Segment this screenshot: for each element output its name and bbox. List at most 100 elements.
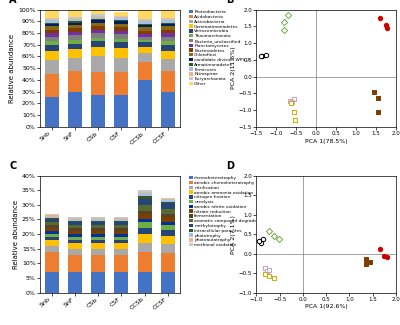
Point [292, 117, 299, 123]
Point [383, 22, 389, 27]
Bar [114, 218, 128, 219]
Bar [68, 221, 82, 222]
Bar [68, 228, 82, 231]
Point [288, 100, 295, 105]
Point [376, 246, 383, 252]
Bar [45, 30, 59, 33]
Bar [91, 19, 105, 20]
Bar [161, 230, 175, 236]
Bar [138, 37, 152, 40]
Bar [161, 41, 175, 45]
Bar [45, 18, 59, 19]
Bar [138, 199, 152, 205]
Bar [161, 253, 175, 272]
Bar [45, 45, 59, 51]
Bar [45, 222, 59, 225]
Bar [91, 249, 105, 254]
Bar [91, 254, 105, 272]
Bar [138, 62, 152, 80]
Bar [91, 243, 105, 249]
Bar [45, 252, 59, 272]
Bar [114, 254, 128, 272]
Bar [91, 14, 105, 16]
Bar [114, 48, 128, 58]
Bar [91, 228, 105, 231]
Bar [138, 205, 152, 211]
Bar [138, 228, 152, 234]
Bar [91, 225, 105, 228]
Point [262, 266, 268, 271]
Bar [161, 18, 175, 19]
Point [262, 271, 268, 276]
Bar [45, 26, 59, 30]
Bar [161, 24, 175, 26]
Bar [45, 246, 59, 252]
Bar [161, 30, 175, 33]
Bar [91, 221, 105, 222]
Bar [45, 60, 59, 74]
Bar [68, 219, 82, 221]
Bar [114, 24, 128, 27]
Bar [68, 21, 82, 23]
Bar [91, 38, 105, 41]
Bar [68, 25, 82, 29]
Bar [114, 18, 128, 20]
Bar [91, 20, 105, 23]
Point [266, 274, 273, 279]
Bar [91, 95, 105, 127]
Bar [91, 10, 105, 14]
Bar [161, 199, 175, 201]
Y-axis label: PCA 2(7.1%): PCA 2(7.1%) [231, 214, 236, 254]
Bar [91, 237, 105, 240]
Point [258, 54, 264, 59]
Bar [161, 45, 175, 51]
Point [266, 228, 273, 234]
Bar [138, 252, 152, 272]
Bar [114, 31, 128, 34]
Point [276, 236, 282, 241]
Bar [114, 34, 128, 39]
Bar [114, 12, 128, 16]
Bar [138, 192, 152, 193]
Bar [161, 198, 175, 199]
Bar [161, 216, 175, 222]
Point [377, 16, 383, 21]
Bar [161, 201, 175, 202]
Bar [138, 196, 152, 199]
Bar [45, 237, 59, 240]
Y-axis label: Relative abundance: Relative abundance [10, 33, 16, 103]
Bar [138, 53, 152, 62]
Point [281, 27, 288, 32]
Y-axis label: PCA 2(11.6%): PCA 2(11.6%) [231, 47, 236, 89]
Bar [68, 254, 82, 272]
Bar [68, 19, 82, 21]
Point [271, 233, 277, 239]
Bar [138, 234, 152, 243]
Bar [114, 72, 128, 95]
Bar [114, 272, 128, 292]
Bar [68, 49, 82, 58]
Bar [45, 23, 59, 24]
Bar [45, 231, 59, 234]
Bar [138, 31, 152, 34]
Bar [114, 95, 128, 127]
Point [375, 109, 381, 114]
Bar [161, 10, 175, 18]
Bar [161, 244, 175, 253]
Point [289, 99, 296, 104]
X-axis label: PCA 1(78.5%): PCA 1(78.5%) [305, 138, 348, 144]
Bar [114, 17, 128, 18]
Bar [161, 203, 175, 209]
Bar [68, 225, 82, 228]
Bar [161, 272, 175, 292]
Bar [114, 21, 128, 24]
Bar [68, 218, 82, 219]
Bar [45, 215, 59, 216]
Point [266, 267, 273, 272]
Bar [45, 214, 59, 215]
Bar [138, 21, 152, 24]
Bar [138, 190, 152, 192]
Bar [45, 216, 59, 218]
Bar [161, 51, 175, 59]
Bar [138, 211, 152, 214]
